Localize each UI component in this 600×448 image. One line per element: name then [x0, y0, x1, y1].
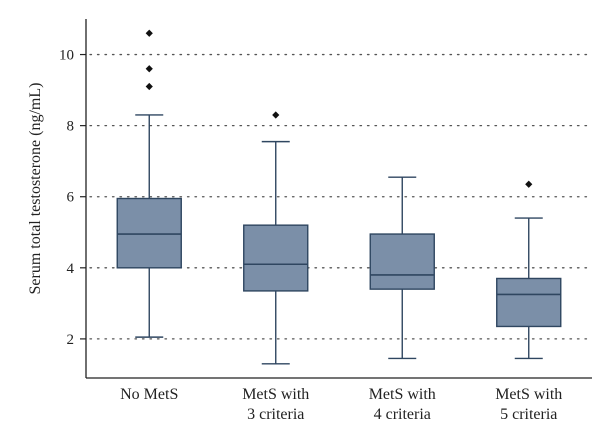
- x-category-label: MetS with: [242, 386, 309, 403]
- box-group: [116, 29, 182, 338]
- y-tick-label: 4: [67, 261, 75, 277]
- box-group: [243, 111, 309, 365]
- box-group: [496, 180, 562, 360]
- y-tick-label: 8: [67, 119, 75, 135]
- x-category-label: 3 criteria: [247, 406, 304, 423]
- outlier-point: [145, 82, 153, 91]
- y-axis-title: Serum total testosterone (ng/mL): [27, 83, 44, 295]
- x-category-label: 4 criteria: [374, 406, 431, 423]
- boxes: [116, 29, 562, 365]
- labels: 2 4 6 8 10 Serum total testosterone (ng/mL) No…: [27, 48, 562, 423]
- x-category-label: MetS with: [369, 386, 436, 403]
- y-tick-label: 2: [67, 332, 75, 348]
- outlier-point: [145, 29, 153, 37]
- x-category-label: No MetS: [120, 386, 178, 403]
- iqr-box: [116, 197, 182, 269]
- y-tick-label: 6: [67, 190, 75, 206]
- iqr-box: [496, 277, 562, 328]
- y-tick-label: 10: [59, 48, 74, 64]
- box-group: [369, 176, 435, 360]
- outlier-point: [525, 180, 533, 188]
- outlier-point: [272, 111, 280, 119]
- x-category-label: MetS with: [495, 386, 562, 403]
- outlier-point: [145, 65, 153, 73]
- axes: [80, 19, 592, 379]
- iqr-box: [369, 233, 435, 290]
- iqr-box: [243, 224, 309, 292]
- x-category-label: 5 criteria: [500, 406, 557, 423]
